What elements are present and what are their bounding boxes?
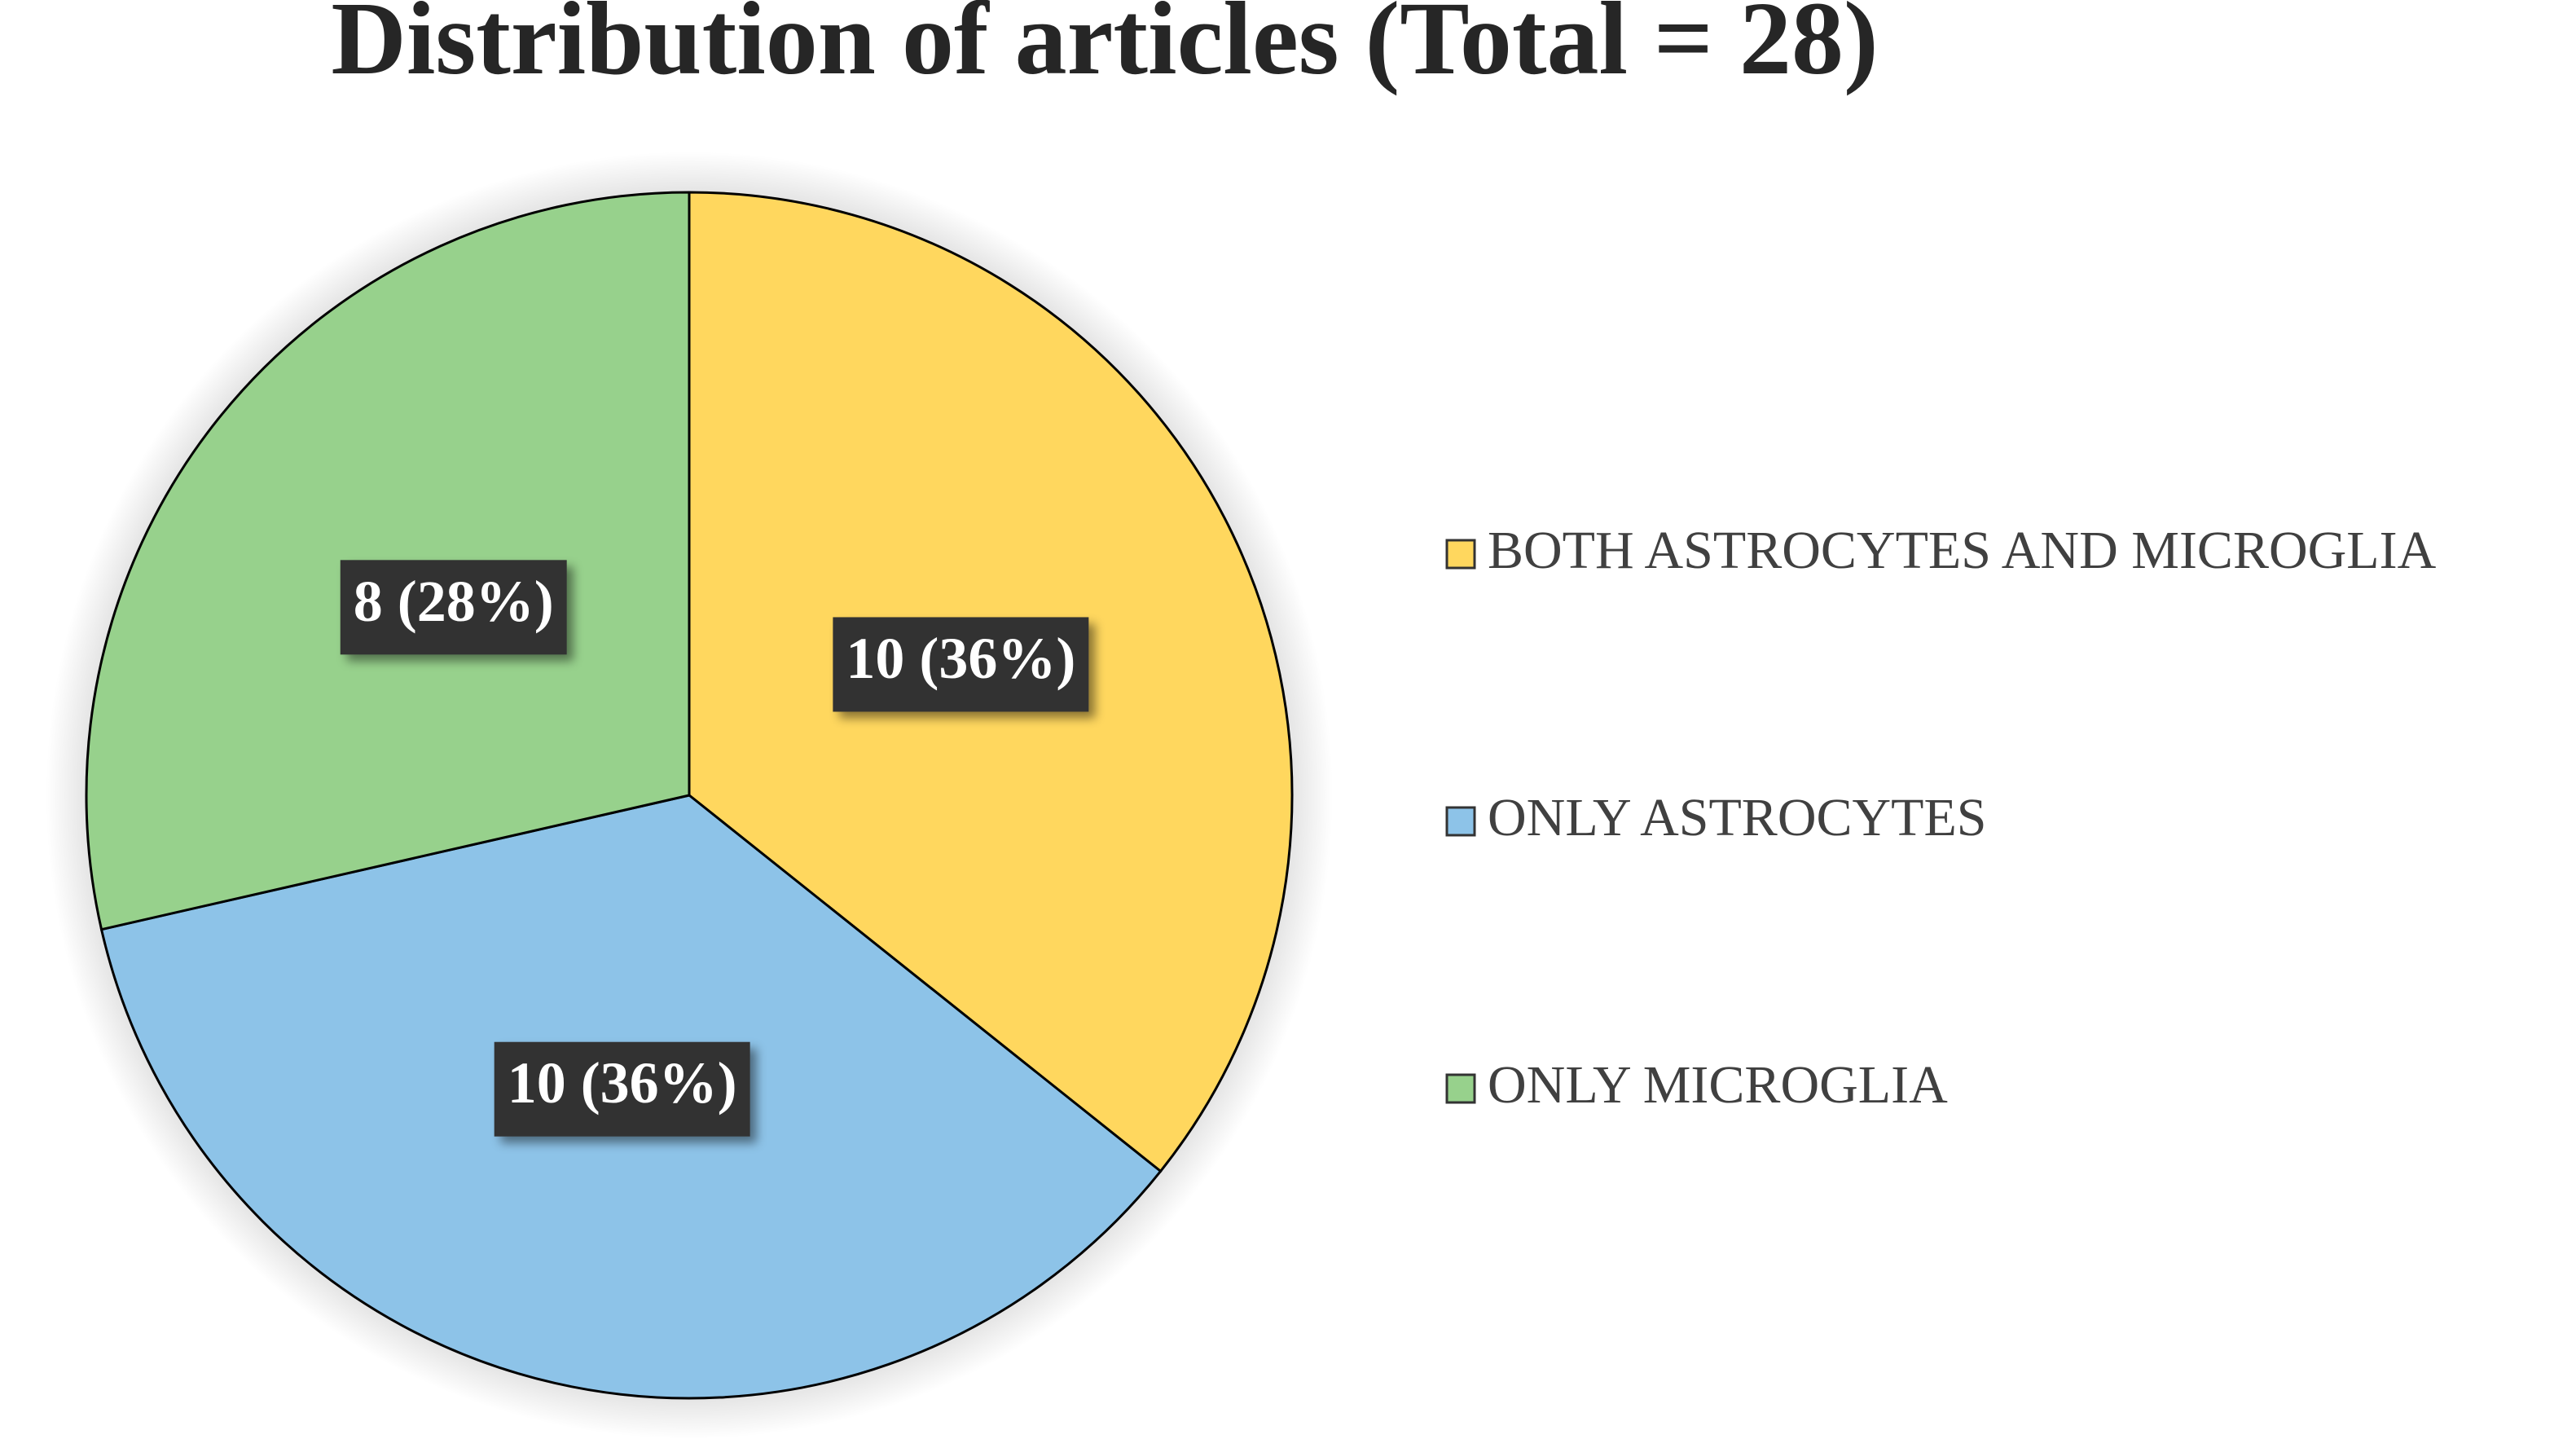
legend-swatch — [1445, 539, 1476, 570]
legend-swatch — [1445, 1073, 1476, 1104]
legend-label: ONLY MICROGLIA — [1488, 1055, 1948, 1115]
data-label: 10 (36%) — [494, 1041, 750, 1137]
data-label-box — [833, 617, 1089, 712]
data-labels: 10 (36%) 10 (36%) 8 (28%) — [340, 560, 1089, 1137]
data-label-box — [494, 1041, 750, 1137]
data-label: 10 (36%) — [833, 617, 1089, 712]
data-label-box — [340, 560, 567, 655]
data-label-text: 10 (36%) — [508, 1050, 737, 1116]
pie — [85, 191, 1294, 1400]
data-label-text: 10 (36%) — [846, 626, 1075, 691]
legend-label: BOTH ASTROCYTES AND MICROGLIA — [1488, 521, 2437, 580]
chart-title: Distribution of articles (Total = 28) — [331, 0, 1878, 96]
data-label-text: 8 (28%) — [354, 569, 554, 634]
legend-swatch — [1445, 806, 1476, 837]
data-label: 8 (28%) — [340, 560, 567, 655]
legend-label: ONLY ASTROCYTES — [1488, 788, 1987, 847]
legend: BOTH ASTROCYTES AND MICROGLIA ONLY ASTROC… — [1445, 521, 2437, 1115]
